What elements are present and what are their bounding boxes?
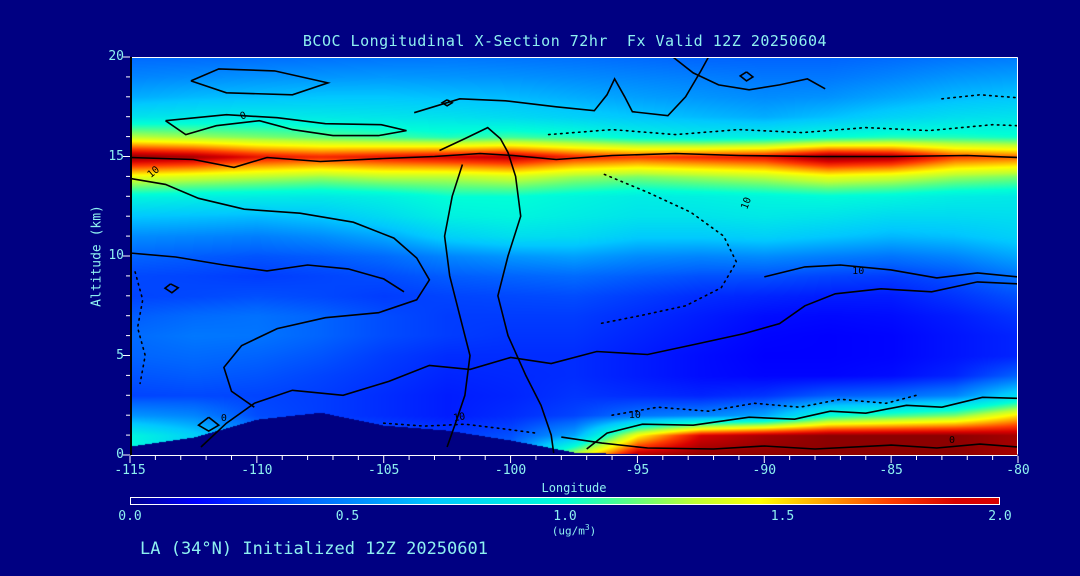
contour-line <box>130 177 431 408</box>
x-tick-label: -90 <box>752 463 777 478</box>
contour-line <box>200 281 1018 448</box>
contour-label: 0 <box>949 435 955 446</box>
x-tick-label: -115 <box>114 463 146 478</box>
contour-line <box>672 57 826 91</box>
contour-label: 10 <box>146 164 162 180</box>
contour-line <box>738 71 755 82</box>
y-tick-label: 20 <box>108 49 124 64</box>
plot-area: 0 10 10 10 0 10 10 0 <box>130 57 1018 455</box>
y-tick-label: 15 <box>108 148 124 164</box>
colorbar-units: (ug/m3) <box>130 523 1018 538</box>
contour-label: 0 <box>239 110 248 122</box>
contour-label: 0 <box>221 413 227 424</box>
y-tick-label: 5 <box>116 347 124 363</box>
y-tick-label: 0 <box>116 447 124 462</box>
contour-line <box>764 264 1018 279</box>
x-tick-label: -85 <box>879 463 903 478</box>
contour-overlay: 0 10 10 10 0 10 10 0 <box>130 57 1018 454</box>
contour-line <box>611 394 918 416</box>
colorbar <box>130 497 1000 505</box>
colorbar-tick-label: 0.5 <box>335 509 360 524</box>
units-sup: 3 <box>584 523 590 532</box>
x-tick-label: -105 <box>368 463 400 478</box>
colorbar-tick-label: 2.0 <box>988 509 1012 524</box>
contour-line <box>941 93 1018 100</box>
x-tick-label: -110 <box>241 463 273 478</box>
x-axis-label: Longitude <box>541 481 607 495</box>
contour-line <box>382 422 537 434</box>
units-suffix: ) <box>589 524 597 538</box>
contour-line <box>439 126 555 454</box>
contour-line <box>134 271 147 385</box>
contour-label: 10 <box>740 196 754 211</box>
contour-label: 10 <box>629 410 641 421</box>
x-tick-label: -80 <box>1006 463 1030 478</box>
contour-line <box>130 252 405 293</box>
units-prefix: (ug/m <box>551 524 585 538</box>
contour-line <box>547 123 1018 136</box>
contour-line <box>586 396 1018 450</box>
contour-line <box>413 57 710 117</box>
contour-label: 10 <box>452 411 466 424</box>
y-tick-label: 10 <box>108 248 124 263</box>
colorbar-tick-label: 0.0 <box>118 509 142 524</box>
colorbar-tick-label: 1.0 <box>553 509 577 524</box>
concentration-heatmap <box>130 57 1018 455</box>
contour-line <box>197 416 221 433</box>
contour-line <box>443 164 471 448</box>
contour-label: 10 <box>852 266 864 277</box>
contour-line <box>440 99 454 107</box>
init-info-text: LA (34°N) Initialized 12Z 20250601 <box>140 539 488 559</box>
contour-line <box>190 68 331 96</box>
x-tick-label: -100 <box>494 463 527 478</box>
contour-line <box>165 113 407 137</box>
plot-title: BCOC Longitudinal X-Section 72hr Fx Vali… <box>302 32 828 50</box>
contour-line <box>561 436 1018 450</box>
x-tick-label: -95 <box>625 463 650 478</box>
contour-line <box>130 152 1018 169</box>
contour-line <box>163 283 180 294</box>
colorbar-tick-label: 1.5 <box>770 509 795 524</box>
contour-line <box>598 173 738 325</box>
